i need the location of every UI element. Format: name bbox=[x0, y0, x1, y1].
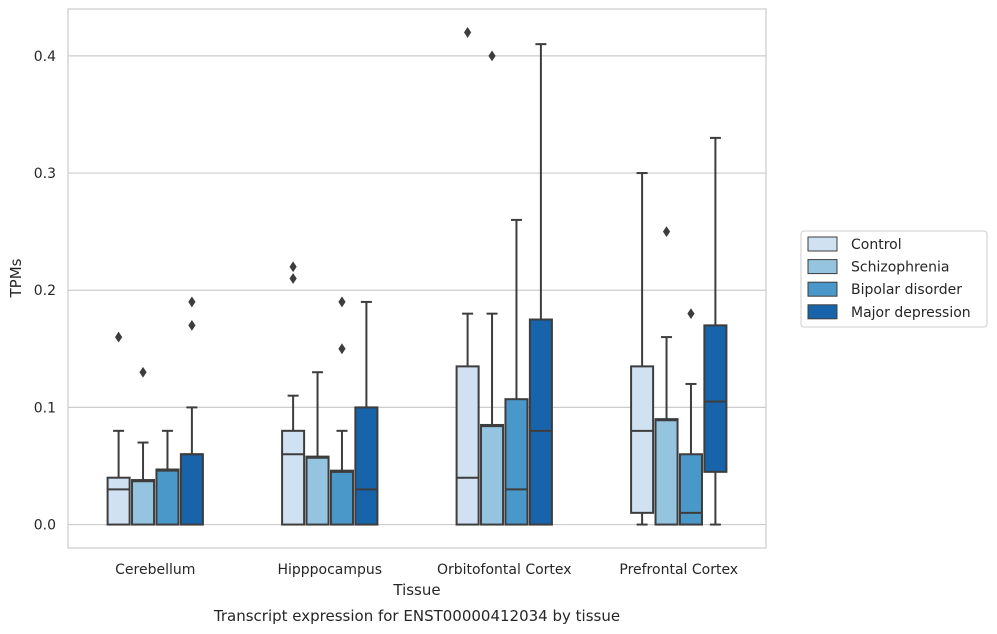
box-1-2 bbox=[329, 296, 354, 526]
box-3-2 bbox=[678, 308, 703, 526]
box-2-0 bbox=[455, 27, 480, 526]
x-tick-label: Prefrontal Cortex bbox=[619, 562, 738, 578]
box-0-2 bbox=[155, 429, 180, 526]
box bbox=[630, 365, 655, 514]
outlier-point bbox=[289, 261, 297, 273]
legend-label: Control bbox=[851, 237, 902, 253]
legend-label: Bipolar disorder bbox=[851, 282, 962, 298]
outlier-point bbox=[289, 273, 297, 284]
x-tick-label: Orbitofontal Cortex bbox=[437, 562, 572, 578]
box-2-1 bbox=[480, 50, 505, 526]
box bbox=[480, 423, 505, 526]
box-3-1 bbox=[654, 226, 679, 526]
y-tick-label: 0.1 bbox=[34, 400, 56, 416]
box bbox=[131, 479, 156, 526]
y-axis-label: TPMs bbox=[7, 258, 25, 298]
box-2-2 bbox=[504, 218, 529, 526]
box-3-0 bbox=[630, 172, 655, 526]
box bbox=[654, 418, 679, 526]
outlier-point bbox=[338, 296, 346, 308]
y-tick-label: 0.0 bbox=[34, 518, 56, 534]
box bbox=[179, 453, 204, 526]
outlier-point bbox=[188, 319, 196, 331]
legend-swatch bbox=[807, 304, 838, 320]
outlier-point bbox=[488, 50, 496, 62]
box-1-3 bbox=[354, 300, 379, 526]
outlier-point bbox=[464, 27, 472, 38]
x-axis-label: Tissue bbox=[392, 581, 440, 599]
box bbox=[281, 429, 306, 526]
box-1-0 bbox=[281, 261, 306, 526]
outlier-point bbox=[188, 296, 196, 308]
legend-swatch bbox=[807, 236, 838, 252]
y-tick-label: 0.4 bbox=[34, 49, 56, 65]
legend-label: Schizophrenia bbox=[851, 260, 949, 276]
box-1-1 bbox=[305, 371, 330, 526]
legend-frame bbox=[800, 230, 988, 328]
box bbox=[528, 318, 553, 526]
x-tick-labels: Cerebellum Hipppocampus Orbitofontal Corte… bbox=[115, 562, 738, 578]
boxplots bbox=[106, 27, 728, 526]
y-tick-labels: 0.0 0.1 0.2 0.3 0.4 bbox=[34, 49, 56, 534]
box bbox=[106, 476, 131, 526]
x-tick-label: Cerebellum bbox=[115, 562, 195, 578]
box bbox=[155, 468, 180, 526]
outlier-point bbox=[662, 226, 671, 238]
box-3-3 bbox=[703, 136, 728, 526]
legend-swatch bbox=[807, 259, 838, 275]
box-0-3 bbox=[179, 296, 204, 526]
x-tick-label: Hipppocampus bbox=[277, 562, 382, 578]
box bbox=[678, 453, 703, 526]
box bbox=[305, 455, 330, 526]
outlier-point bbox=[115, 331, 123, 343]
box bbox=[455, 365, 480, 526]
outlier-point bbox=[338, 343, 346, 355]
box-0-1 bbox=[131, 366, 156, 526]
box-2-3 bbox=[528, 43, 553, 526]
legend-swatch bbox=[807, 281, 838, 297]
legend: Control Schizophrenia Bipolar disorder Majo… bbox=[800, 230, 988, 328]
outlier-point bbox=[139, 366, 147, 378]
legend-items: Control Schizophrenia Bipolar disorder Majo… bbox=[807, 236, 971, 321]
box bbox=[703, 324, 728, 473]
y-tick-label: 0.2 bbox=[34, 283, 56, 299]
outlier-point bbox=[687, 308, 695, 320]
y-tick-label: 0.3 bbox=[34, 166, 56, 182]
chart-caption: Transcript expression for ENST0000041203… bbox=[213, 607, 620, 625]
legend-label: Major depression bbox=[851, 305, 971, 321]
box bbox=[354, 406, 379, 526]
box-0-0 bbox=[106, 331, 131, 526]
box bbox=[329, 469, 354, 526]
plot-frame bbox=[67, 8, 767, 549]
box bbox=[504, 398, 529, 526]
